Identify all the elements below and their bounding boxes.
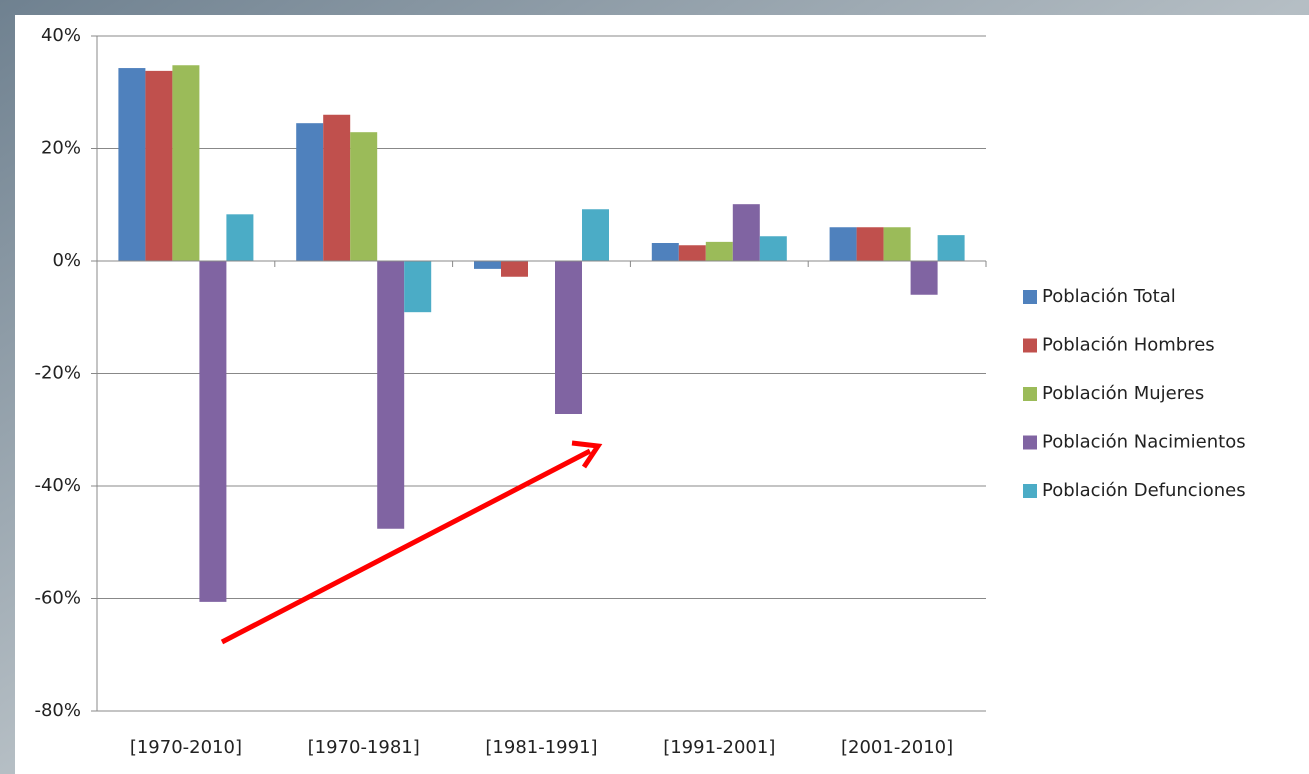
x-tick-label: [1970-1981] [308,737,420,758]
y-tick-label: -40% [34,475,81,496]
x-tick-label: [1991-2001] [663,737,775,758]
legend-swatch [1023,436,1037,450]
bar [118,68,145,261]
bar [733,204,760,261]
legend-label: Población Nacimientos [1042,432,1246,453]
legend-swatch [1023,387,1037,401]
bar [911,261,938,295]
bar [582,209,609,261]
y-tick-label: -60% [34,588,81,609]
bar [652,243,679,261]
bar [226,214,253,261]
page: -80% -60% -40% -20% 0% 20% 40% [1970-2010] [1970… [0,0,1309,774]
bar [350,132,377,261]
bar [404,261,431,312]
y-tick-label: -80% [34,700,81,721]
bar [555,261,582,414]
bar [938,235,965,261]
bar [760,236,787,261]
x-tick-label: [2001-2010] [841,737,953,758]
bar [679,245,706,261]
legend-swatch [1023,290,1037,304]
legend-swatch [1023,339,1037,353]
y-tick-label: -20% [34,363,81,384]
legend-label: Población Defunciones [1042,480,1246,501]
y-tick-label: 0% [52,250,81,271]
bar [830,227,857,261]
bar [706,242,733,261]
bar [884,227,911,261]
y-tick-label: 40% [41,25,81,46]
legend-swatch [1023,484,1037,498]
x-tick-label: [1970-2010] [130,737,242,758]
y-tick-label: 20% [41,138,81,159]
legend-label: Población Mujeres [1042,383,1204,404]
bar [199,261,226,602]
bar [474,261,501,269]
x-tick-label: [1981-1991] [485,737,597,758]
bar [145,71,172,261]
legend-label: Población Hombres [1042,335,1215,356]
legend-label: Población Total [1042,286,1176,307]
bar [323,115,350,261]
bar [377,261,404,529]
bar [172,65,199,261]
bar [857,227,884,261]
chart: -80% -60% -40% -20% 0% 20% 40% [1970-2010] [1970… [0,0,1309,774]
bar [296,123,323,261]
bar [501,261,528,277]
